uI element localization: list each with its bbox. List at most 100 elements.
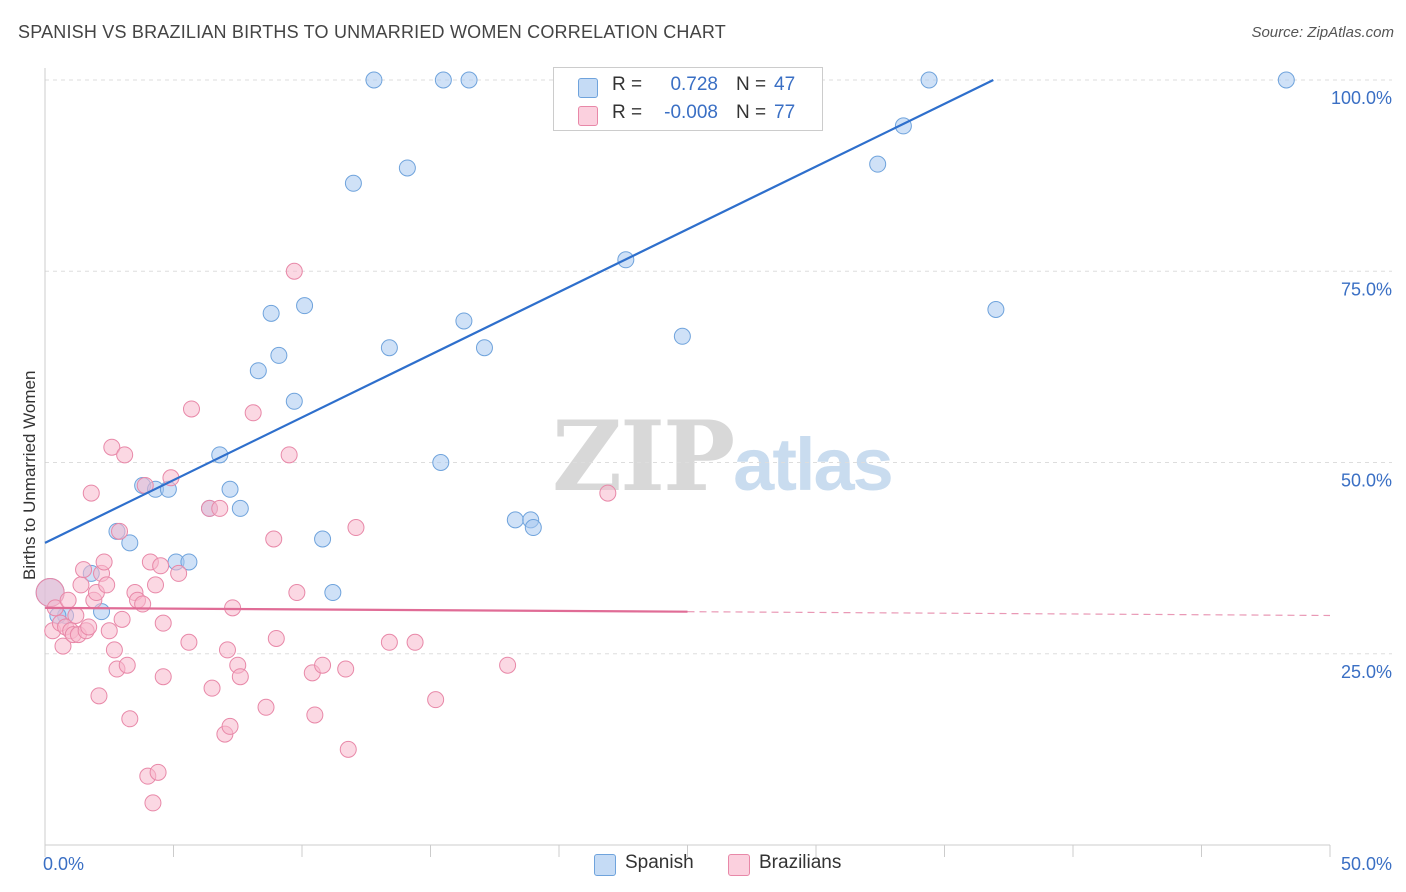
- point-brazilians: [265, 530, 283, 548]
- point-brazilians: [72, 576, 90, 594]
- point-brazilians: [67, 607, 85, 624]
- point-brazilians: [221, 717, 239, 735]
- point-spanish: [869, 155, 887, 173]
- point-brazilians: [170, 564, 188, 582]
- point-brazilians: [59, 591, 77, 609]
- point-spanish: [296, 297, 314, 315]
- grid-lines: [45, 79, 1392, 655]
- point-brazilians: [288, 584, 306, 602]
- point-spanish: [324, 584, 342, 602]
- point-brazilians: [406, 633, 424, 651]
- y-axis-label: Births to Unmarried Women: [20, 370, 39, 580]
- r-label: R =: [612, 102, 643, 123]
- point-brazilians: [427, 691, 445, 709]
- point-spanish: [455, 312, 473, 330]
- point-spanish: [180, 553, 198, 571]
- trend-lines: [44, 79, 1331, 617]
- point-brazilians: [180, 633, 198, 651]
- n-value: 47: [774, 74, 796, 95]
- r-value: -0.008: [664, 102, 718, 123]
- point-spanish: [380, 339, 398, 357]
- point-brazilians: [82, 484, 100, 502]
- point-brazilians: [134, 595, 152, 613]
- legend-swatch-brazilians: [728, 854, 750, 876]
- axes: [44, 68, 1331, 857]
- legend-swatch-spanish: [594, 854, 616, 876]
- point-spanish: [460, 71, 478, 89]
- stats-swatch-brazilians: [578, 106, 598, 126]
- point-brazilians: [182, 400, 200, 418]
- x-tick-label: 50.0%: [1341, 854, 1392, 874]
- legend-label-spanish: Spanish: [625, 852, 694, 873]
- n-label: N =: [736, 102, 767, 123]
- point-brazilians: [306, 706, 324, 724]
- point-spanish: [987, 301, 1005, 318]
- point-brazilians: [90, 687, 108, 705]
- point-spanish: [314, 530, 332, 548]
- point-spanish: [920, 71, 938, 89]
- point-brazilians: [218, 641, 236, 659]
- point-brazilians: [54, 637, 72, 655]
- r-label: R =: [612, 74, 643, 95]
- point-spanish: [432, 454, 450, 471]
- point-brazilians: [211, 499, 229, 517]
- point-spanish: [221, 480, 239, 498]
- point-spanish: [262, 304, 280, 322]
- point-brazilians: [285, 262, 303, 280]
- point-spanish: [249, 362, 267, 380]
- point-brazilians: [75, 561, 93, 579]
- stats-box: R = 0.728 N = 47 R = -0.008 N = 77: [553, 67, 823, 131]
- y-tick-label: 75.0%: [1341, 279, 1392, 299]
- point-brazilians: [152, 557, 170, 575]
- point-spanish: [365, 71, 383, 89]
- stats-row-spanish: R = 0.728 N = 47: [554, 72, 822, 100]
- point-spanish: [524, 519, 542, 537]
- n-value: 77: [774, 102, 796, 123]
- tick-labels: 25.0% 50.0% 75.0% 100.0% 0.0% 50.0%: [43, 88, 1392, 874]
- point-brazilians: [103, 438, 121, 456]
- point-brazilians: [339, 740, 357, 758]
- watermark-zip: ZIP: [552, 400, 735, 513]
- point-brazilians: [380, 633, 398, 651]
- point-spanish: [270, 346, 288, 364]
- point-brazilians: [267, 629, 285, 647]
- data-points: [35, 71, 1295, 812]
- y-tick-label: 25.0%: [1341, 662, 1392, 682]
- point-brazilians: [105, 641, 123, 659]
- legend-label-brazilians: Brazilians: [759, 852, 842, 873]
- point-spanish: [344, 174, 362, 192]
- chart-title: SPANISH VS BRAZILIAN BIRTHS TO UNMARRIED…: [18, 22, 726, 42]
- point-brazilians: [154, 668, 172, 686]
- point-brazilians: [121, 710, 139, 728]
- point-brazilians: [599, 484, 617, 502]
- point-spanish: [121, 534, 139, 552]
- point-brazilians: [231, 668, 249, 686]
- point-brazilians: [257, 698, 275, 716]
- point-brazilians: [98, 576, 116, 594]
- point-brazilians: [80, 618, 98, 636]
- point-brazilians: [95, 553, 113, 571]
- point-brazilians: [144, 794, 162, 812]
- stats-row-brazilians: R = -0.008 N = 77: [554, 100, 822, 128]
- point-brazilians: [113, 610, 131, 628]
- watermark-atlas: atlas: [733, 423, 894, 506]
- point-brazilians: [154, 614, 172, 632]
- y-tick-label: 100.0%: [1331, 88, 1392, 108]
- point-brazilians: [347, 519, 365, 537]
- point-spanish: [475, 339, 493, 357]
- point-spanish: [285, 392, 303, 410]
- trend-line-brazilians: [44, 606, 688, 613]
- point-brazilians: [337, 660, 355, 678]
- r-value: 0.728: [670, 74, 718, 95]
- point-spanish: [231, 499, 249, 517]
- point-brazilians: [116, 446, 134, 464]
- point-brazilians: [100, 622, 118, 640]
- point-brazilians: [314, 656, 332, 674]
- source-label: Source: ZipAtlas.com: [1251, 24, 1394, 41]
- point-spanish: [1277, 71, 1295, 89]
- watermark: ZIPatlas: [552, 400, 894, 513]
- n-label: N =: [736, 74, 767, 95]
- point-brazilians: [203, 679, 221, 697]
- point-brazilians: [118, 656, 136, 674]
